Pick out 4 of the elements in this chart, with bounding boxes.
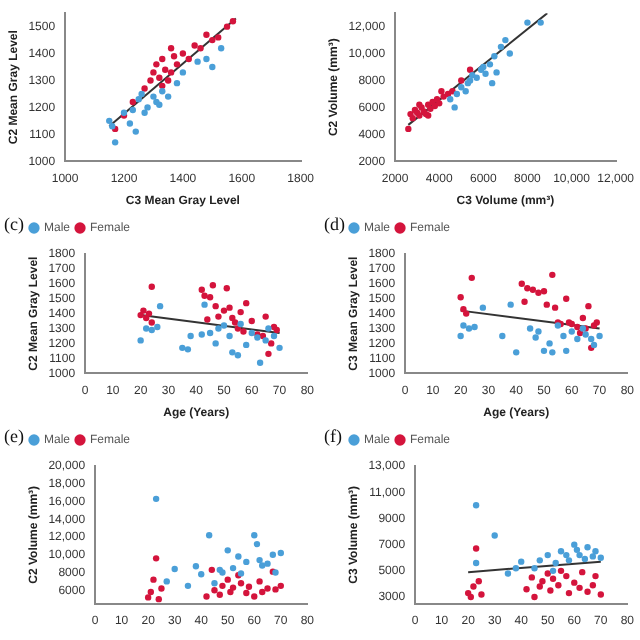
text: (c) <box>4 213 24 234</box>
text: (f) <box>324 425 342 446</box>
text: (d) <box>324 213 345 234</box>
text: (e) <box>4 425 24 446</box>
